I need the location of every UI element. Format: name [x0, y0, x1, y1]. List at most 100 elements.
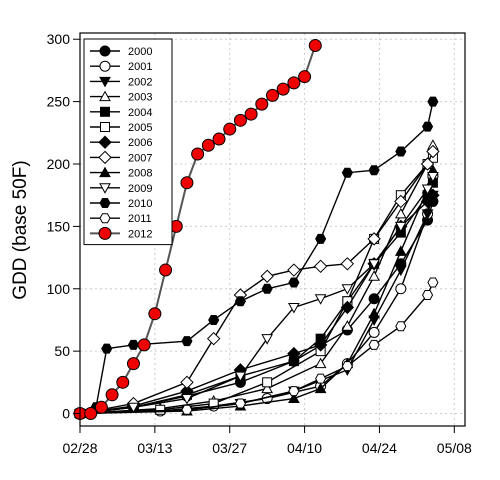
data-point: [287, 76, 301, 90]
legend-item-2006: 2006: [90, 135, 152, 149]
data-point: [368, 270, 380, 281]
legend-label: 2011: [128, 213, 152, 225]
legend-label: 2002: [128, 76, 152, 88]
data-point: [101, 343, 113, 354]
data-point: [368, 293, 380, 305]
legend-item-2012: 2012: [90, 226, 152, 240]
data-point: [298, 70, 312, 84]
legend-marker: [99, 45, 111, 57]
y-tick-label: 150: [47, 218, 71, 234]
data-point: [94, 400, 108, 414]
legend-item-2004: 2004: [90, 106, 152, 119]
data-point: [148, 307, 162, 321]
legend-label: 2012: [128, 228, 152, 240]
legend-marker: [98, 226, 112, 240]
data-point: [395, 208, 407, 219]
data-point: [287, 263, 301, 277]
data-point: [261, 334, 273, 345]
data-point: [223, 122, 237, 136]
data-point: [208, 314, 220, 325]
data-point: [341, 167, 353, 178]
data-point: [395, 146, 407, 157]
data-point: [126, 357, 140, 371]
legend-label: 2003: [128, 92, 152, 104]
data-point: [84, 407, 98, 421]
y-axis-title: GDD (base 50F): [10, 160, 31, 299]
x-tick-label: 03/13: [137, 440, 172, 456]
legend-marker: [100, 106, 110, 117]
legend-label: 2006: [128, 137, 152, 149]
data-point: [212, 132, 226, 146]
y-tick-label: 50: [54, 343, 70, 359]
plot-frame: [79, 32, 466, 427]
y-tick-label: 300: [47, 31, 71, 47]
legend-item-2011: 2011: [90, 213, 152, 225]
series-2012: [73, 38, 322, 421]
legend-item-2003: 2003: [90, 91, 152, 104]
data-point: [155, 404, 166, 415]
legend-label: 2001: [128, 61, 152, 73]
legend-marker: [99, 60, 111, 72]
y-axis: 0 50 100 150 200 250 300: [47, 31, 80, 422]
data-point: [315, 358, 327, 369]
data-point: [308, 38, 322, 52]
y-tick-label: 100: [47, 281, 71, 297]
data-point: [234, 398, 246, 409]
series-line: [79, 282, 434, 415]
series-2009: [74, 171, 439, 420]
legend-box: [83, 38, 173, 246]
data-point: [368, 339, 380, 350]
legend-label: 2000: [128, 46, 152, 58]
data-point: [207, 332, 221, 346]
data-point: [262, 377, 273, 388]
data-point: [368, 165, 380, 176]
x-tick-label: 04/24: [362, 440, 397, 456]
y-tick-label: 0: [62, 406, 70, 422]
data-point: [181, 404, 193, 415]
data-point: [341, 361, 353, 372]
legend-label: 2004: [128, 107, 152, 119]
series-line: [79, 176, 434, 415]
y-tick-label: 200: [47, 156, 71, 172]
legend-label: 2009: [128, 183, 152, 195]
legend-label: 2005: [128, 122, 152, 134]
data-point: [116, 375, 130, 389]
data-point: [427, 277, 439, 288]
data-point: [315, 233, 327, 244]
series-2006: [73, 188, 440, 421]
legend-item-2002: 2002: [90, 76, 152, 88]
legend-label: 2008: [128, 168, 152, 180]
data-point: [288, 386, 300, 397]
data-point: [233, 113, 247, 127]
legend-item-2007: 2007: [90, 150, 152, 164]
x-tick-label: 05/08: [437, 440, 472, 456]
data-point: [244, 107, 258, 121]
data-point: [191, 147, 205, 161]
series-2007: [73, 145, 440, 421]
legend-item-2005: 2005: [90, 122, 152, 134]
data-point: [260, 269, 274, 283]
legend-marker: [100, 122, 110, 132]
data-point: [159, 263, 173, 277]
legend-marker: [99, 198, 111, 208]
x-tick-label: 02/28: [62, 440, 97, 456]
legend-item-2010: 2010: [90, 198, 152, 210]
data-point: [395, 245, 407, 256]
data-point: [266, 88, 279, 102]
x-axis: 02/28 03/13 03/27 04/10 04/24 05/08: [62, 426, 472, 456]
legend-label: 2007: [128, 152, 152, 164]
legend-item-2008: 2008: [90, 167, 152, 180]
series-layer: [73, 38, 440, 421]
data-point: [288, 277, 300, 288]
data-point: [180, 176, 194, 190]
data-point: [181, 336, 193, 347]
data-point: [315, 373, 327, 384]
legend-label: 2010: [128, 198, 152, 210]
data-point: [422, 121, 434, 132]
data-point: [276, 82, 290, 96]
legend-marker: [99, 213, 111, 224]
data-point: [368, 326, 380, 338]
data-point: [234, 296, 246, 307]
legend-item-2000: 2000: [90, 45, 152, 58]
